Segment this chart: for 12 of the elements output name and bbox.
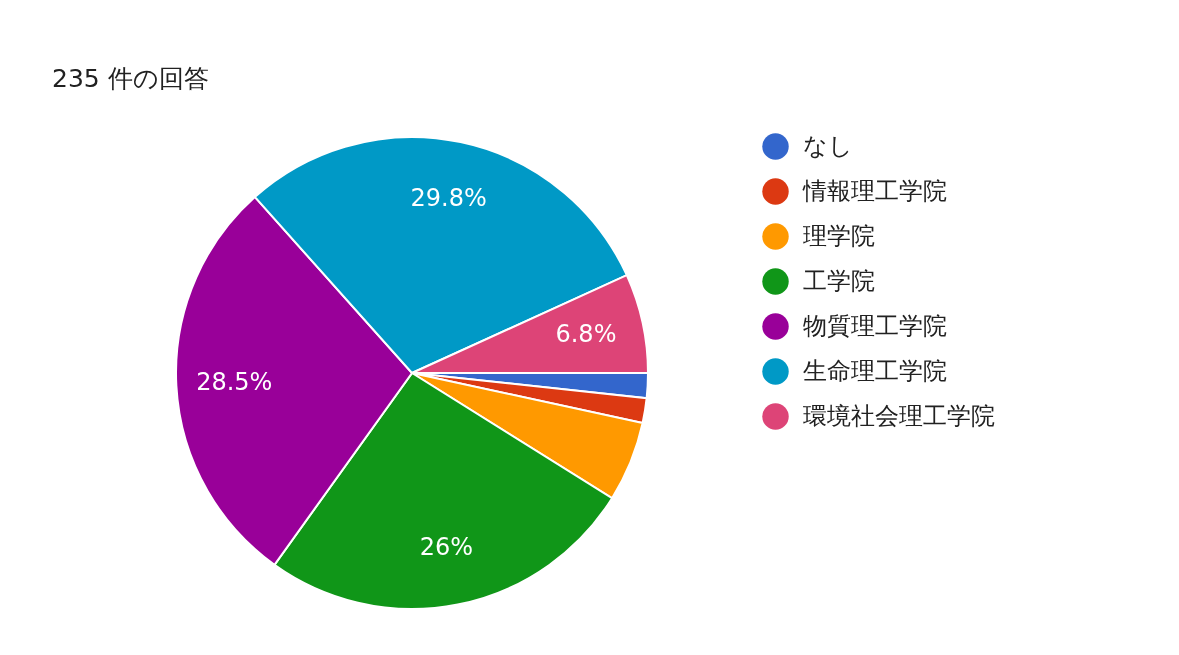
chart-title: 235 件の回答	[52, 64, 209, 93]
legend-label: 物質理工学院	[803, 311, 947, 340]
legend-label: 情報理工学院	[802, 176, 947, 205]
legend-label: 環境社会理工学院	[803, 401, 995, 430]
legend-label: 生命理工学院	[803, 356, 947, 385]
data-label: 26%	[419, 532, 474, 561]
data-label: 28.5%	[196, 367, 273, 396]
legend-label: 工学院	[803, 266, 875, 295]
legend-label: なし	[803, 131, 853, 160]
legend-label: 理学院	[803, 221, 875, 250]
data-label: 6.8%	[555, 320, 617, 349]
data-label: 29.8%	[410, 183, 487, 212]
